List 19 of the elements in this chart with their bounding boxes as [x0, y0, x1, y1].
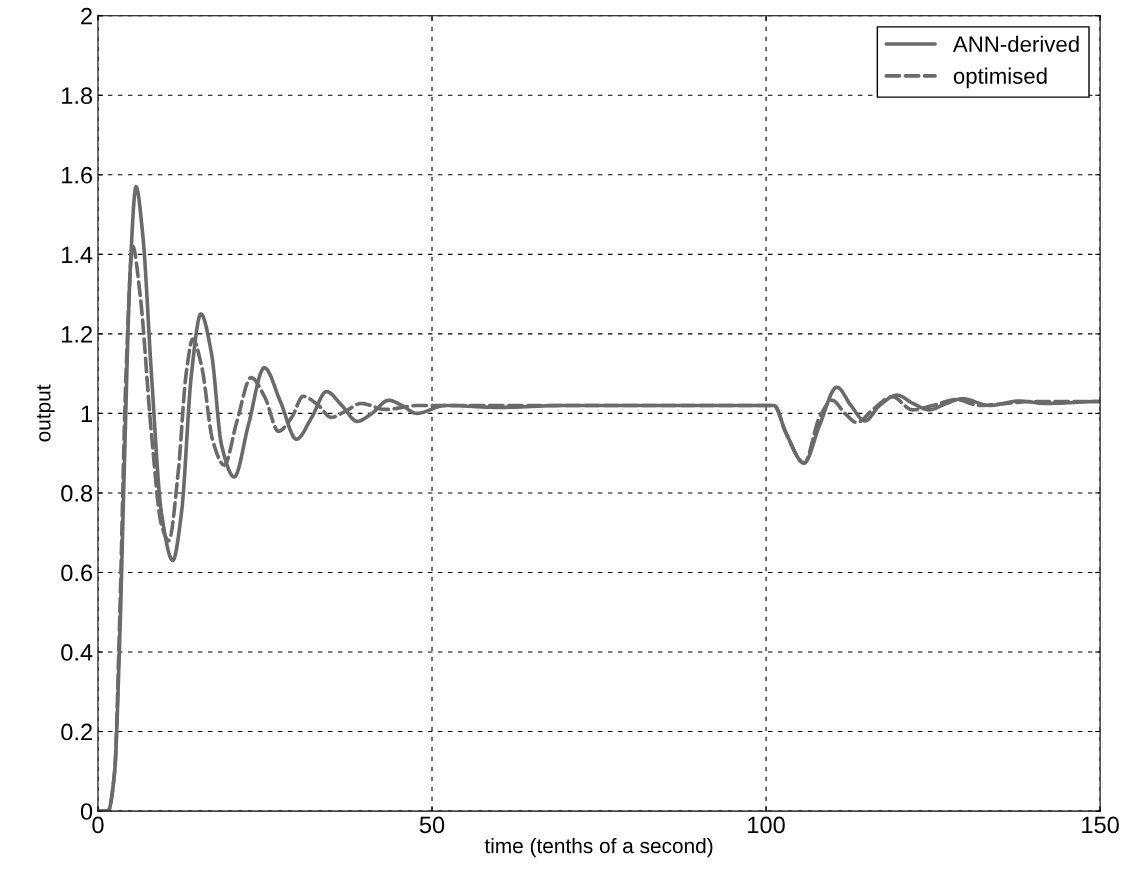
x-tick-label: 150 [1082, 816, 1119, 834]
y-axis-title: output [36, 384, 55, 442]
y-tick-label: 0.4 [61, 644, 93, 661]
y-tick-label: 0.2 [61, 723, 92, 741]
y-tick-label: 1.2 [62, 325, 92, 343]
legend-label: optimised [953, 67, 1047, 89]
y-tick-label: 2 [81, 7, 92, 25]
y-tick-label: 1.6 [62, 166, 93, 184]
y-tick-label: 0 [80, 803, 93, 820]
x-tick-label: 0 [92, 816, 104, 834]
legend-label: ANN-derived [952, 35, 1079, 53]
y-tick-label: 1.8 [62, 87, 93, 105]
x-tick-label: 50 [419, 816, 445, 834]
x-axis-title: time (tenths of a second) [484, 837, 713, 858]
y-tick-label: 1 [81, 405, 92, 422]
x-tick-label: 100 [748, 816, 785, 834]
y-tick-label: 0.6 [61, 564, 93, 582]
y-tick-label: 1.4 [62, 246, 93, 263]
y-tick-label: 0.8 [61, 485, 93, 502]
